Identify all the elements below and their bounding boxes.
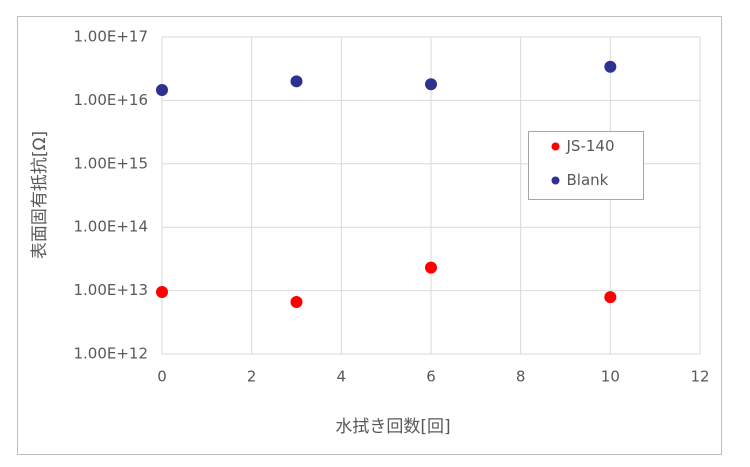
legend-marker (551, 176, 560, 185)
legend-label: JS-140 (566, 137, 615, 155)
legend-box (528, 131, 644, 200)
x-tick-label: 2 (247, 368, 257, 386)
point (290, 296, 303, 309)
x-tick-label: 10 (601, 368, 620, 386)
x-tick-label: 0 (157, 368, 167, 386)
legend-label: Blank (567, 171, 609, 189)
point (604, 291, 617, 304)
point (290, 75, 303, 88)
point (604, 60, 617, 73)
y-tick-label: 1.00E+14 (73, 218, 148, 236)
point (425, 78, 437, 91)
y-axis-title: 表面固有抵抗[Ω] (30, 131, 50, 259)
y-tick-label: 1.00E+16 (73, 91, 148, 109)
x-axis-title: 水拭き回数[回] (335, 417, 450, 437)
x-tick-label: 4 (337, 368, 347, 386)
legend-marker (551, 142, 560, 151)
x-tick-label: 8 (516, 368, 526, 386)
y-tick-label: 1.00E+15 (73, 154, 148, 172)
x-tick-label: 6 (426, 368, 436, 386)
point (156, 286, 168, 299)
chart-border (17, 16, 722, 455)
point (425, 261, 437, 274)
x-tick-label: 12 (690, 368, 709, 386)
y-tick-label: 1.00E+12 (73, 345, 148, 363)
point (156, 83, 168, 96)
y-tick-label: 1.00E+17 (73, 28, 148, 46)
y-tick-label: 1.00E+13 (73, 281, 148, 299)
